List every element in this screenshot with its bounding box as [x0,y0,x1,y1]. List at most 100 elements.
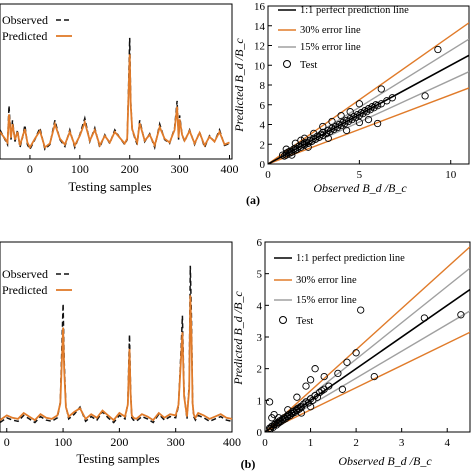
test-point-br [370,372,378,381]
reference-line-error30-upper-br [265,246,470,432]
y-tick-label-br: 4 [257,300,263,312]
test-point-br [338,385,347,393]
test-point-tr [346,108,354,116]
test-point-br [270,421,278,429]
y-tick-label-tr: 14 [254,21,266,33]
test-point-br [306,403,315,411]
y-tick-label-br: 6 [257,237,263,249]
plot-frame-bl [0,241,233,433]
reference-line-error15-lower-br [265,310,470,432]
panel-label-a: (a) [246,193,260,207]
x-tick-label-tl: 400 [221,162,239,176]
test-point-tr [319,131,327,140]
chart-bottom-right: 0 1 2 3 4 5 6 0 1 2 3 4 Predicted B_d /B_c Observe… [231,237,471,471]
series-line-observed-bl [0,265,233,424]
x-tick-label-tr: 0 [265,169,271,181]
plot-frame-tl [0,3,233,160]
y-tick-label-tr: 4 [260,120,266,132]
y-tick-label-tr: 0 [260,159,266,171]
test-point-tr [297,136,305,144]
test-point-br [343,358,351,366]
legend-bl: Observed Predicted [2,267,48,297]
y-axis-label-text-tr: Predicted B_d /B_c [232,38,246,133]
y-tick-label-br: 2 [257,364,263,376]
x-tick-label-bl: 200 [110,435,128,449]
x-tick-labels-tl: 0 100 200 300 400 [27,155,239,176]
test-point-br [357,306,365,314]
test-point-br [300,400,308,408]
x-tick-label-br: 0 [262,437,268,449]
reference-line-error30-lower-tr [268,87,469,164]
x-axis-label-br: Observed B_d /B_c [338,454,432,468]
test-point-tr [342,116,351,125]
y-tick-label-tr: 2 [260,139,266,151]
chart-bottom-left: 0 100 200 300 400 Testing samples Observed P… [0,241,241,466]
test-point-tr [353,110,362,119]
x-tick-labels-br: 0 1 2 3 4 [262,428,450,449]
test-point-tr [324,134,332,142]
x-tick-label-tl: 100 [71,162,89,176]
test-point-br [302,382,310,390]
legend-label-error15-br: 15% error line [296,295,357,306]
test-point-tr [355,118,364,127]
x-tick-label-tl: 0 [27,162,33,176]
x-tick-label-bl: 0 [4,435,10,449]
legend-tl: Observed Predicted [2,13,48,43]
test-point-br [297,409,306,417]
y-tick-label-tr: 16 [254,1,266,13]
series-layer-bl [0,265,233,424]
test-point-tr [291,144,300,152]
scatter-points-br [265,306,465,433]
y-tick-label-br: 5 [257,269,263,281]
x-tick-label-br: 4 [444,437,450,449]
x-axis-label-tr: Observed B_d /B_c [313,181,407,195]
test-point-tr [364,115,373,124]
x-tick-label-br: 2 [353,437,359,449]
legend-label-error30-tr: 30% error line [300,25,361,36]
legend-label-error30-br: 30% error line [296,275,357,286]
x-tick-label-bl: 400 [223,435,241,449]
legend-label-test-tr: Test [300,60,317,71]
series-line-predicted-tl [0,54,230,150]
x-tick-label-tl: 200 [121,162,139,176]
legend-label-error15-tr: 15% error line [300,42,361,53]
legend-tr: 1:1 perfect prediction line 30% error li… [278,5,409,71]
test-point-br [313,393,322,401]
y-tick-label-br: 3 [257,332,263,344]
legend-marker-test-tr [283,60,291,68]
test-point-br [275,414,283,422]
y-axis-label-text-br: Predicted B_d /B_c [231,291,245,386]
legend-label-predicted-bl: Predicted [2,283,47,297]
x-tick-label-br: 3 [399,437,405,449]
test-point-br [334,369,342,378]
test-point-tr [291,146,300,154]
test-point-br [293,393,301,401]
y-tick-label-tr: 12 [254,41,265,53]
test-point-tr [368,103,376,111]
test-point-tr [388,94,396,102]
test-point-tr [324,126,332,135]
x-axis-label-tl: Testing samples [68,179,151,194]
test-point-tr [361,107,369,115]
test-point-br [352,349,360,357]
x-tick-labels-tr: 0 5 10 [265,160,457,181]
y-tick-labels-br: 0 1 2 3 4 5 6 [257,237,269,439]
x-tick-label-tr: 10 [445,169,457,181]
test-point-tr [364,105,373,113]
reference-line-error30-upper-tr [268,22,469,164]
y-tick-label-tr: 10 [254,60,266,72]
test-point-tr [373,119,382,128]
test-point-tr [434,45,442,54]
y-tick-label-br: 0 [257,427,263,439]
x-tick-label-bl: 300 [167,435,185,449]
test-point-tr [282,145,290,153]
y-axis-label-br: Predicted B_d /B_c [231,291,245,386]
y-tick-labels-tr: 0 2 4 6 8 10 12 14 16 [254,1,272,171]
test-point-tr [286,147,294,155]
x-tick-label-tr: 5 [357,169,363,181]
series-line-predicted-bl [0,295,233,422]
chart-top-left: 0 100 200 300 400 Testing samples Observed P… [0,3,239,194]
x-tick-labels-bl: 0 100 200 300 400 [4,428,241,449]
test-point-tr [335,120,343,129]
